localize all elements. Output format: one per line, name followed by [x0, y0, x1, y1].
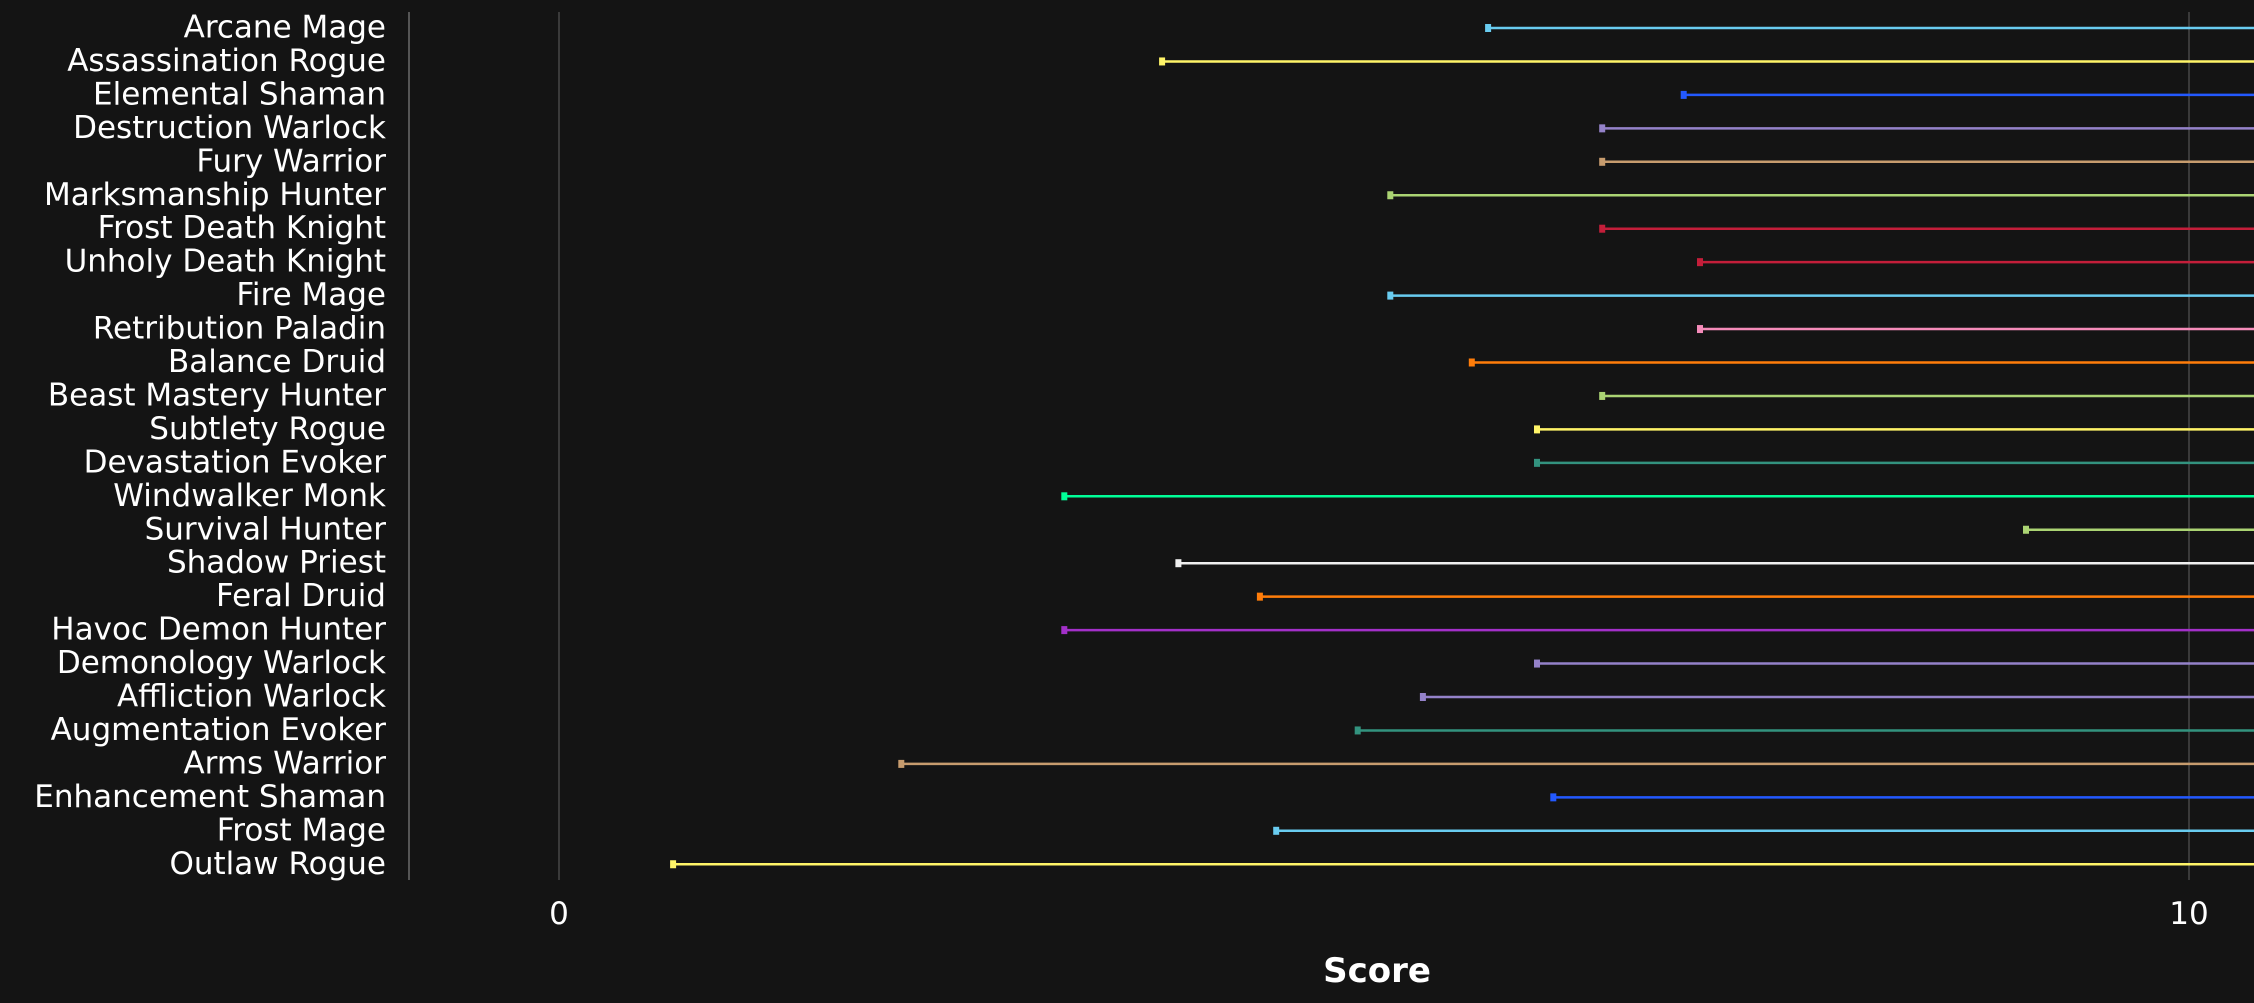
- category-label: Outlaw Rogue: [169, 846, 386, 882]
- whisker-low-cap: [1175, 559, 1182, 568]
- category-label: Fire Mage: [236, 277, 386, 313]
- category-label: Feral Druid: [216, 578, 386, 614]
- whisker-low-cap: [1550, 793, 1557, 802]
- whisker-low-cap: [1599, 157, 1606, 166]
- box-row: [1175, 559, 2254, 568]
- category-label: Enhancement Shaman: [34, 779, 386, 815]
- box-row: [1061, 626, 2254, 635]
- box-row: [1550, 793, 2254, 802]
- box-row: [1159, 57, 2254, 66]
- box-row: [1387, 191, 2254, 200]
- whisker-low-cap: [1468, 358, 1475, 367]
- whisker-low-cap: [898, 759, 905, 768]
- box-row: [1354, 726, 2254, 735]
- category-label: Beast Mastery Hunter: [48, 377, 386, 413]
- box-row: [1680, 90, 2254, 99]
- box-row: [1534, 458, 2254, 467]
- whisker-low-cap: [1599, 391, 1606, 400]
- whisker-low-cap: [1419, 693, 1426, 701]
- box-row: [1485, 24, 2254, 32]
- category-label: Retribution Paladin: [93, 311, 386, 347]
- x-tick-label: 10: [2169, 896, 2208, 932]
- category-label: Unholy Death Knight: [65, 244, 386, 280]
- box-row: [1599, 124, 2254, 133]
- whisker-low-cap: [1599, 224, 1606, 233]
- box-row: [670, 860, 2254, 869]
- category-label: Frost Mage: [217, 812, 386, 848]
- category-label: Marksmanship Hunter: [44, 177, 386, 213]
- category-label: Destruction Warlock: [73, 110, 386, 146]
- whisker-low-cap: [1534, 659, 1540, 668]
- category-label: Subtlety Rogue: [149, 411, 386, 447]
- whisker-low-cap: [1061, 492, 1068, 501]
- category-label: Arms Warrior: [183, 745, 386, 781]
- category-label: Devastation Evoker: [84, 444, 387, 480]
- x-tick-label: 0: [549, 896, 569, 932]
- box-row: [1468, 358, 2254, 367]
- box-row: [1534, 659, 2254, 668]
- whisker-low-cap: [1697, 325, 1703, 334]
- whisker-low-cap: [1485, 24, 1492, 32]
- whisker-low-cap: [1599, 124, 1606, 133]
- whisker-low-cap: [1697, 258, 1703, 267]
- box-row: [1599, 224, 2254, 233]
- whisker-low-cap: [1159, 57, 1166, 66]
- whisker-low-cap: [2023, 525, 2029, 534]
- box-row: [1599, 157, 2254, 166]
- category-label: Havoc Demon Hunter: [51, 612, 386, 648]
- category-label: Fury Warrior: [196, 143, 386, 179]
- box-row: [1256, 592, 2254, 601]
- whisker-low-cap: [1061, 626, 1068, 635]
- box-row: [1273, 826, 2254, 835]
- box-row: [1061, 492, 2254, 501]
- whisker-low-cap: [1534, 458, 1540, 467]
- grid: [558, 12, 2190, 880]
- whisker-low-cap: [670, 860, 677, 869]
- whisker-low-cap: [1256, 592, 1263, 601]
- category-label: Survival Hunter: [145, 511, 387, 547]
- box-row: [2023, 525, 2254, 534]
- category-label: Shadow Priest: [167, 545, 386, 581]
- box-row: [898, 759, 2254, 768]
- category-label: Windwalker Monk: [113, 478, 386, 514]
- x-axis-ticks: −100102030405060708090100110: [549, 896, 2209, 932]
- whisker-low-cap: [1387, 291, 1394, 300]
- box-row: [1387, 291, 2254, 300]
- boxes: [670, 24, 2254, 869]
- category-label: Frost Death Knight: [98, 210, 386, 246]
- whisker-low-cap: [1534, 425, 1540, 434]
- category-label: Augmentation Evoker: [51, 712, 387, 748]
- whisker-low-cap: [1354, 726, 1361, 735]
- box-row: [1419, 693, 2254, 701]
- box-row: [1697, 258, 2254, 267]
- x-axis-title: Score: [1323, 951, 1431, 991]
- category-label: Balance Druid: [168, 344, 386, 380]
- category-label: Assassination Rogue: [67, 43, 386, 79]
- category-label: Demonology Warlock: [57, 645, 386, 681]
- category-label: Elemental Shaman: [93, 76, 386, 112]
- box-row: [1599, 391, 2254, 400]
- box-row: [1697, 325, 2254, 334]
- category-label: Arcane Mage: [184, 10, 386, 46]
- category-label: Affliction Warlock: [117, 679, 386, 715]
- box-row: [1534, 425, 2254, 434]
- whisker-low-cap: [1273, 826, 1280, 835]
- whisker-low-cap: [1387, 191, 1394, 200]
- whisker-low-cap: [1680, 90, 1687, 99]
